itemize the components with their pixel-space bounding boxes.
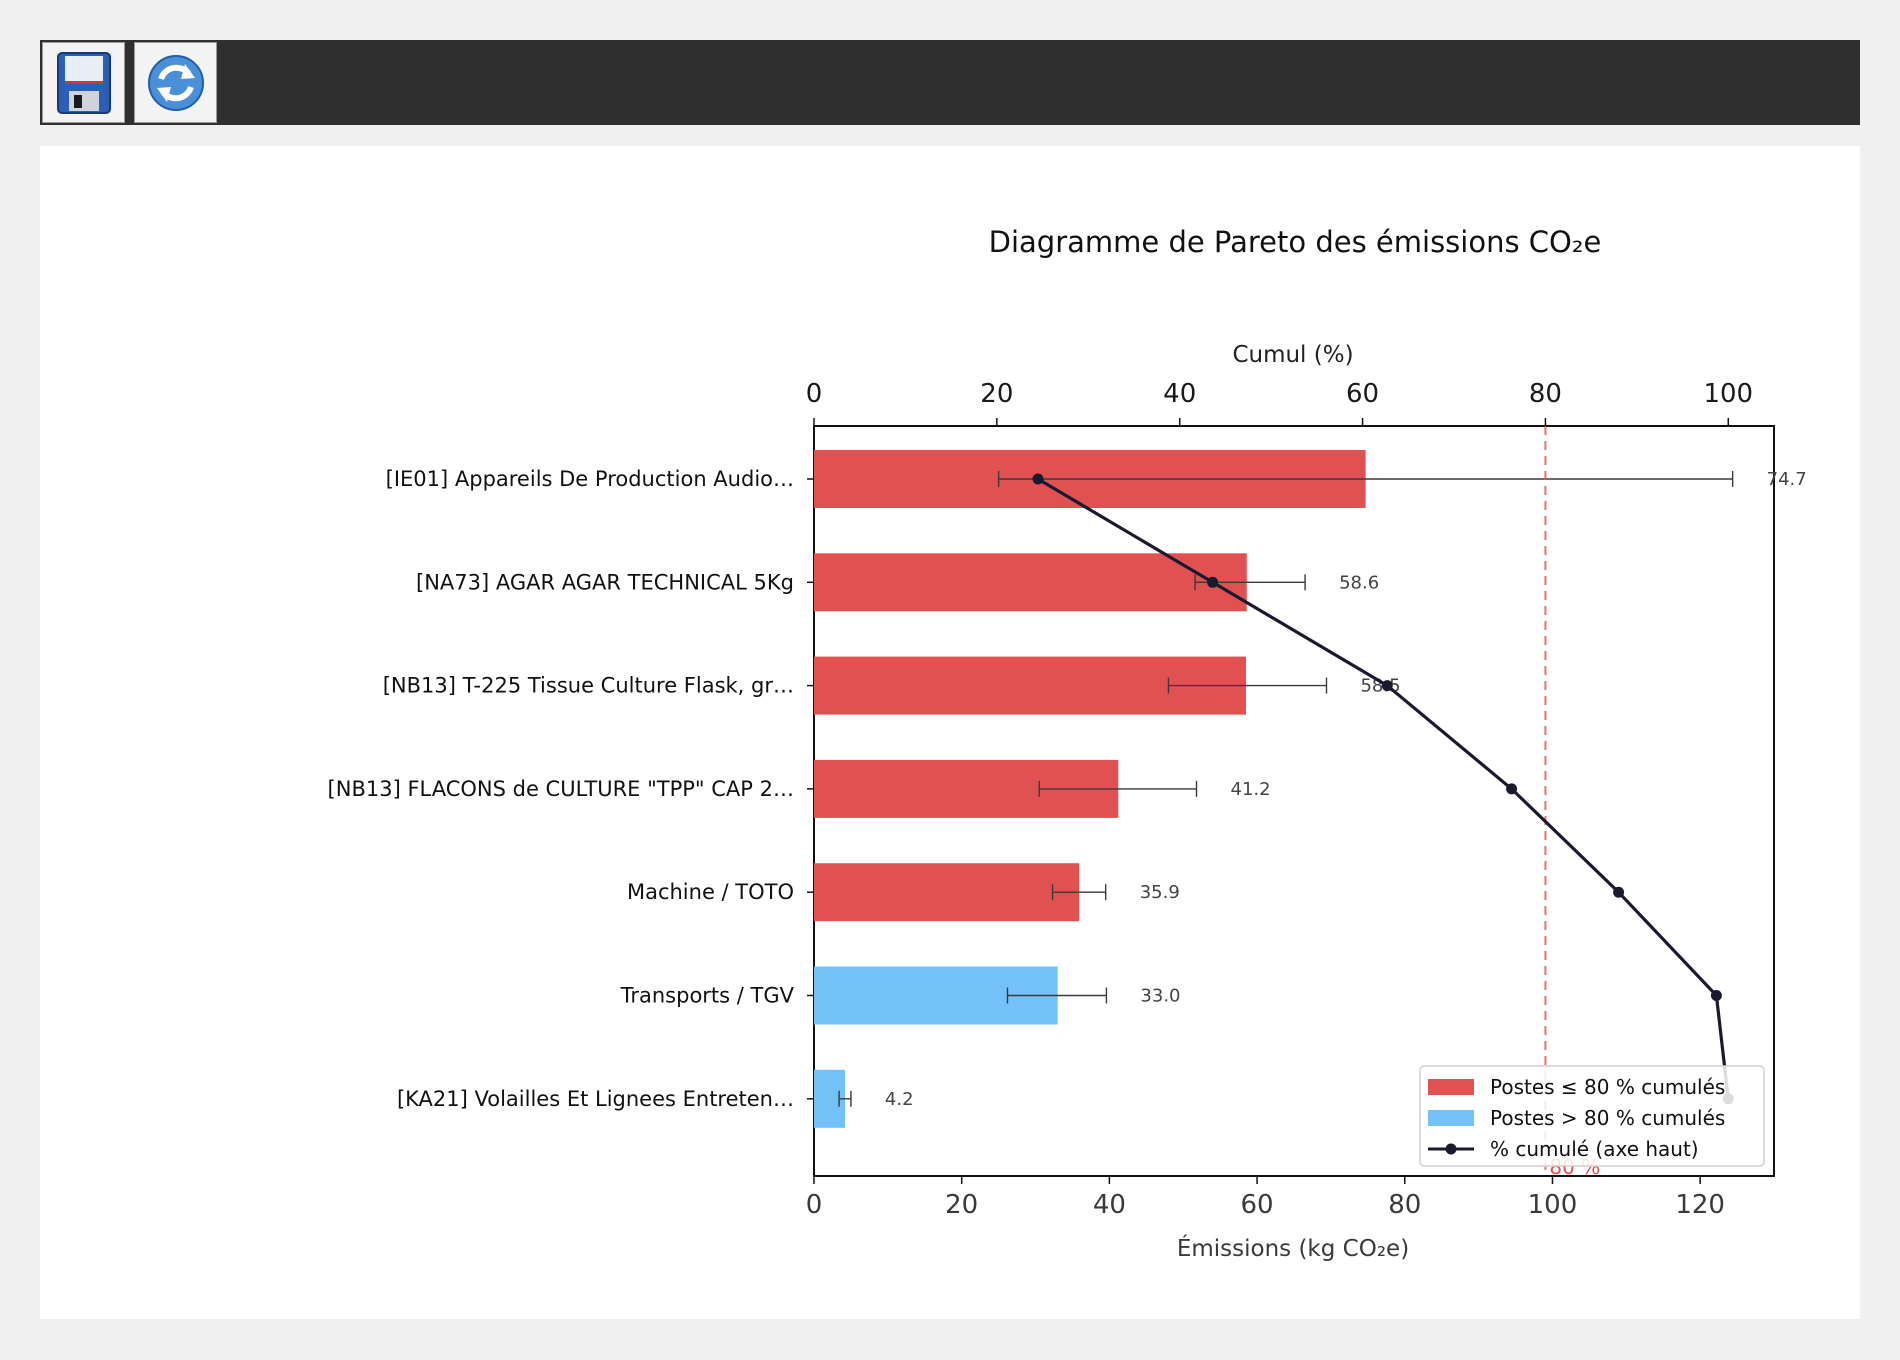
save-button[interactable] [42,42,125,123]
bar [814,863,1080,922]
x-tick-label: 80 [1388,1190,1421,1220]
chart-panel: Diagramme de Pareto des émissions CO₂e C… [40,146,1860,1319]
legend-marker-swatch [1445,1143,1457,1155]
legend-swatch [1428,1079,1474,1095]
category-label: [NB13] T-225 Tissue Culture Flask, gr… [383,674,794,698]
value-label: 4.2 [885,1089,914,1110]
chart-title: Diagramme de Pareto des émissions CO₂e [989,225,1602,259]
x2-tick-label: 40 [1163,379,1196,409]
x2-tick-label: 80 [1529,379,1562,409]
cumulative-point [1613,886,1625,898]
x2-tick-label: 0 [806,379,823,409]
cumulative-point [1710,990,1722,1001]
legend-label: Postes ≤ 80 % cumulés [1490,1075,1725,1099]
value-label: 41.2 [1231,779,1271,800]
value-label: 74.7 [1767,469,1807,490]
x-tick-label: 100 [1528,1190,1578,1220]
category-label: Machine / TOTO [627,880,794,904]
bottom-axis-label: Émissions (kg CO₂e) [1177,1234,1409,1262]
legend-label: % cumulé (axe haut) [1490,1137,1699,1161]
x-tick-label: 60 [1241,1190,1274,1220]
x2-tick-label: 100 [1703,379,1753,409]
refresh-button[interactable] [134,42,217,123]
category-label: [NB13] FLACONS de CULTURE "TPP" CAP 2… [328,777,794,801]
category-label: [NA73] AGAR AGAR TECHNICAL 5Kg [416,570,794,594]
floppy-disk-icon [56,51,111,114]
value-label: 58.6 [1339,572,1379,593]
value-label: 58.5 [1360,676,1400,697]
pareto-chart: Diagramme de Pareto des émissions CO₂e C… [328,225,1807,1262]
legend-box [1419,1065,1765,1167]
top-axis-label: Cumul (%) [1232,342,1353,368]
bar [814,553,1247,612]
toolbar [40,40,1860,125]
cumulative-point [1506,783,1518,795]
cumulative-point [1381,680,1393,692]
cumulative-point [1207,576,1219,588]
category-label: Transports / TGV [620,984,795,1008]
x2-tick-label: 20 [980,379,1013,409]
value-label: 33.0 [1140,986,1180,1007]
category-label: [KA21] Volailles Et Lignees Entreten… [397,1087,794,1111]
x2-tick-label: 60 [1346,379,1379,409]
value-label: 35.9 [1140,882,1180,903]
x-tick-label: 20 [945,1190,978,1220]
legend-label: Postes > 80 % cumulés [1490,1106,1725,1130]
category-label: [IE01] Appareils De Production Audio… [386,467,794,491]
x-tick-label: 0 [806,1190,823,1220]
x-tick-label: 40 [1093,1190,1126,1220]
cumulative-point [1032,473,1044,485]
legend-swatch [1428,1110,1474,1126]
x-tick-label: 120 [1675,1190,1725,1220]
refresh-icon [147,54,204,111]
